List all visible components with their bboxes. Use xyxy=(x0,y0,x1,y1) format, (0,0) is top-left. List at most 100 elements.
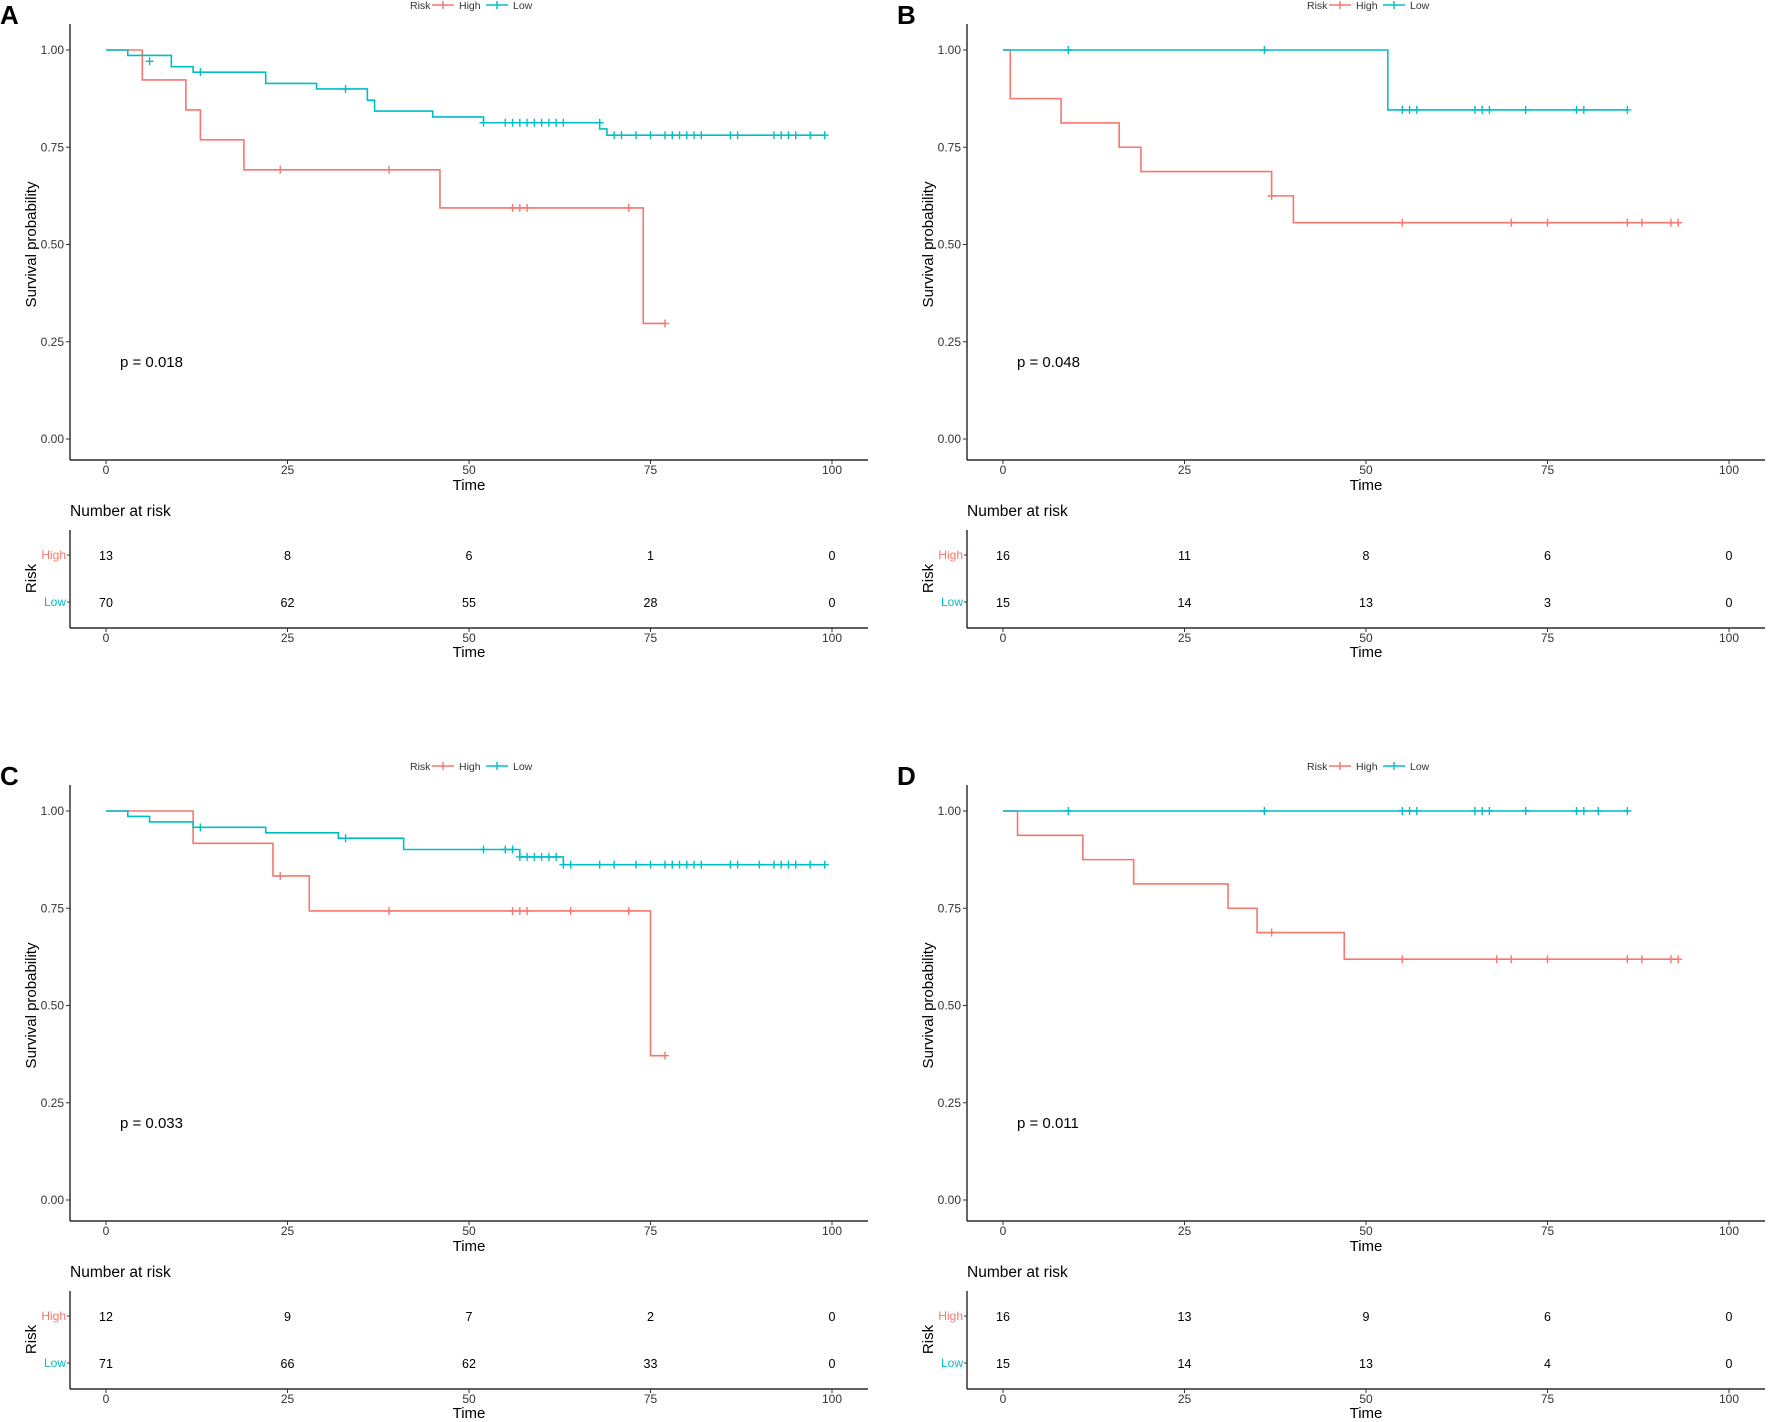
risk-count-low: 66 xyxy=(281,1357,295,1371)
risk-row-label-high: High xyxy=(938,1309,963,1323)
risk-count-high: 9 xyxy=(1363,1310,1370,1324)
censor-mark-high xyxy=(276,871,285,880)
risk-count-low: 70 xyxy=(99,596,113,610)
legend: Risk High Low xyxy=(410,761,533,773)
censor-mark-high xyxy=(1398,955,1407,964)
x-tick-label: 25 xyxy=(1178,1224,1192,1238)
risk-x-tick-label: 50 xyxy=(462,1392,476,1406)
risk-count-high: 6 xyxy=(1544,1310,1551,1324)
risk-row-label-high: High xyxy=(41,548,66,562)
legend-title: Risk xyxy=(410,761,431,773)
x-tick-label: 0 xyxy=(1000,463,1007,477)
censor-mark-low xyxy=(523,852,532,861)
risk-count-low: 0 xyxy=(829,596,836,610)
censor-mark-high xyxy=(1637,218,1646,227)
x-axis-title: Time xyxy=(453,1238,486,1255)
risk-count-low: 33 xyxy=(644,1357,658,1371)
censor-mark-low xyxy=(755,860,764,869)
y-tick-label: 0.50 xyxy=(938,999,962,1013)
censor-mark-high xyxy=(508,906,517,915)
risk-count-high: 11 xyxy=(1178,549,1191,563)
censor-mark-high xyxy=(385,165,394,174)
x-tick-label: 75 xyxy=(1541,1224,1555,1238)
risk-count-high: 9 xyxy=(284,1310,291,1324)
censor-mark-low xyxy=(559,860,568,869)
legend-label-high: High xyxy=(459,0,481,12)
risk-count-low: 13 xyxy=(1359,1357,1373,1371)
risk-x-axis-title: Time xyxy=(1350,1405,1383,1422)
y-tick-label: 0.25 xyxy=(41,335,65,349)
risk-x-axis-title: Time xyxy=(453,644,486,661)
x-axis-title: Time xyxy=(1350,1238,1383,1255)
censor-mark-low xyxy=(791,131,800,140)
censor-mark-low xyxy=(145,57,154,66)
x-tick-label: 100 xyxy=(1719,463,1739,477)
y-tick-label: 1.00 xyxy=(41,804,65,818)
legend: Risk High Low xyxy=(410,0,533,12)
x-tick-label: 100 xyxy=(822,1224,842,1238)
risk-x-tick-label: 50 xyxy=(1359,1392,1373,1406)
risk-x-tick-label: 25 xyxy=(281,1392,295,1406)
panel-letter: B xyxy=(897,0,916,30)
censor-mark-high xyxy=(661,319,670,328)
censor-mark-low xyxy=(559,118,568,127)
censor-mark-low xyxy=(646,860,655,869)
censor-mark-low xyxy=(1412,807,1421,815)
survival-curve-high xyxy=(106,810,666,1057)
censor-mark-low xyxy=(617,131,626,140)
censor-mark-low xyxy=(726,860,735,869)
censor-mark-low xyxy=(1412,105,1421,114)
risk-count-high: 6 xyxy=(1544,549,1551,563)
risk-y-axis-title: Risk xyxy=(920,1324,937,1354)
censor-mark-low xyxy=(690,131,699,140)
risk-x-tick-label: 75 xyxy=(644,631,658,645)
risk-table-title: Number at risk xyxy=(70,1264,171,1281)
censor-mark-low xyxy=(1064,46,1073,54)
censor-mark-high xyxy=(1492,955,1501,964)
x-tick-label: 25 xyxy=(281,1224,295,1238)
p-value: p = 0.018 xyxy=(120,354,183,371)
risk-x-tick-label: 100 xyxy=(822,631,842,645)
censor-mark-low xyxy=(1521,105,1530,114)
censor-mark-low xyxy=(544,852,553,861)
risk-count-high: 13 xyxy=(99,549,113,563)
censor-mark-low xyxy=(341,84,350,93)
censor-mark-low xyxy=(1478,105,1487,114)
censor-mark-low xyxy=(631,860,640,869)
x-axis-title: Time xyxy=(1350,477,1383,494)
y-tick-label: 0.75 xyxy=(41,901,65,915)
y-axis-title: Survival probability xyxy=(23,181,40,307)
risk-row-label-low: Low xyxy=(44,595,66,609)
censor-mark-high xyxy=(1398,218,1407,227)
censor-mark-high xyxy=(276,165,285,174)
risk-count-high: 12 xyxy=(99,1310,113,1324)
censor-mark-high xyxy=(566,906,575,915)
risk-count-high: 13 xyxy=(1178,1310,1192,1324)
y-tick-label: 0.25 xyxy=(938,1096,962,1110)
censor-mark-low xyxy=(733,131,742,140)
censor-mark-low xyxy=(610,131,619,140)
censor-mark-low xyxy=(690,860,699,869)
censor-mark-low xyxy=(784,131,793,140)
risk-count-high: 0 xyxy=(829,549,836,563)
legend-label-high: High xyxy=(459,761,481,773)
risk-x-tick-label: 75 xyxy=(1541,631,1555,645)
censor-mark-low xyxy=(530,852,539,861)
censor-mark-low xyxy=(501,845,510,854)
censor-mark-low xyxy=(501,118,510,127)
risk-count-high: 0 xyxy=(1726,549,1733,563)
y-tick-label: 0.00 xyxy=(41,1193,65,1207)
censor-mark-low xyxy=(682,860,691,869)
x-tick-label: 0 xyxy=(103,1224,110,1238)
risk-y-axis-title: Risk xyxy=(23,1324,40,1354)
risk-table-title: Number at risk xyxy=(70,503,171,520)
survival-curve-low xyxy=(106,49,825,136)
x-tick-label: 25 xyxy=(1178,463,1192,477)
censor-mark-low xyxy=(1485,105,1494,114)
censor-mark-low xyxy=(777,131,786,140)
censor-mark-high xyxy=(624,906,633,915)
censor-mark-low xyxy=(1470,807,1479,815)
risk-x-tick-label: 0 xyxy=(1000,631,1007,645)
survival-curve-low xyxy=(106,810,825,866)
censor-mark-low xyxy=(668,860,677,869)
